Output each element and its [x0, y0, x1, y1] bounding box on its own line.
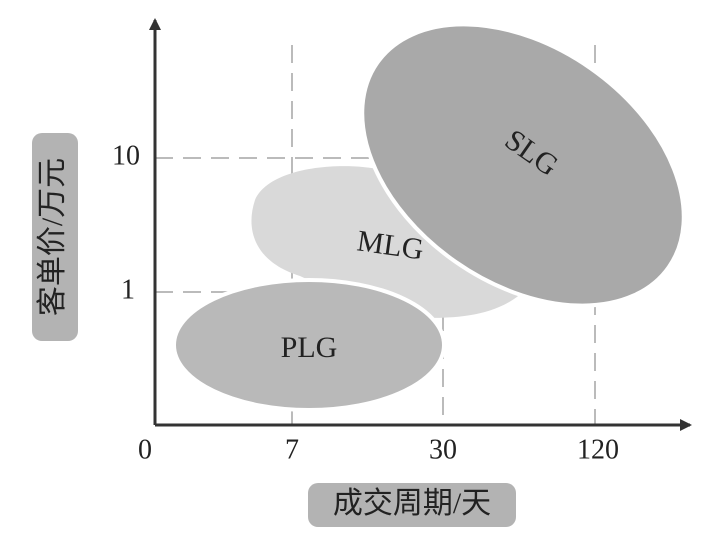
x-tick-label: 30: [429, 434, 457, 465]
x-tick-label: 7: [285, 434, 299, 465]
region-label: PLG: [281, 331, 338, 364]
plg-region: [172, 278, 446, 412]
slg-region: [360, 22, 686, 308]
x-title-box: [308, 483, 516, 527]
x-axis-title: 成交周期/天: [333, 487, 491, 520]
y-title-box: [32, 133, 78, 341]
y-tick-label: 10: [112, 140, 140, 171]
x-tick-label: 0: [138, 434, 152, 465]
x-tick-label: 120: [577, 434, 619, 465]
y-axis-title: 客单价/万元: [36, 158, 69, 316]
y-tick-label: 1: [121, 274, 135, 305]
